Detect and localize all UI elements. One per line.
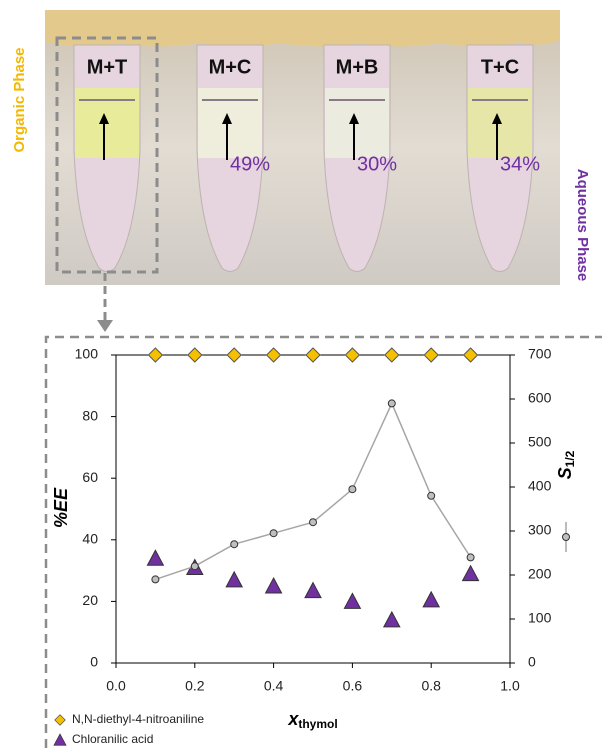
tube-label: T+C [481, 56, 519, 78]
data-point [191, 563, 198, 570]
y-tick-label: 60 [82, 469, 98, 485]
y2-tick-label: 600 [528, 390, 552, 406]
data-point [147, 550, 163, 565]
data-point [188, 348, 202, 362]
data-point [464, 348, 478, 362]
legend-marker [54, 734, 66, 745]
foam [45, 10, 560, 47]
data-point [424, 348, 438, 362]
aqueous-label: Aqueous Phase [574, 169, 591, 282]
y-tick-label: 80 [82, 407, 98, 423]
y-tick-label: 100 [75, 346, 99, 362]
y-tick-label: 20 [82, 592, 98, 608]
y2-label-main: S [555, 467, 575, 479]
data-point [305, 583, 321, 598]
data-point [463, 566, 479, 581]
y2-tick-label: 300 [528, 522, 552, 538]
x-tick-label: 0.8 [421, 678, 441, 694]
data-point [231, 541, 238, 548]
data-point [349, 486, 356, 493]
percent-label: 49% [230, 153, 270, 175]
legend-label: N,N-diethyl-4-nitroaniline [72, 712, 204, 726]
series-line [155, 403, 470, 579]
percent-label: 34% [500, 153, 540, 175]
data-point [310, 519, 317, 526]
data-point [423, 592, 439, 607]
y2-label-sub: 1/2 [563, 450, 577, 467]
plot-frame [116, 355, 510, 663]
data-point [344, 593, 360, 608]
y-tick-label: 0 [90, 654, 98, 670]
connector-head [97, 320, 113, 332]
y2-tick-label: 700 [528, 346, 552, 362]
data-point [467, 554, 474, 561]
x-label-sub: thymol [298, 717, 337, 731]
data-point [226, 572, 242, 587]
organic-label: Organic Phase [11, 47, 28, 152]
data-point [388, 400, 395, 407]
legend-marker [55, 715, 66, 726]
data-point [306, 348, 320, 362]
legend-label: Chloranilic acid [72, 732, 153, 746]
y2-tick-label: 0 [528, 654, 536, 670]
data-point [385, 348, 399, 362]
y2-tick-label: 400 [528, 478, 552, 494]
y-tick-label: 40 [82, 531, 98, 547]
data-point [384, 612, 400, 627]
x-axis-label: xthymol [287, 709, 337, 731]
figure: M+T M+C 49% M+B 30% T+C 34% Organic Phase Aque… [0, 0, 602, 748]
data-point [227, 348, 241, 362]
x-tick-label: 0.4 [264, 678, 284, 694]
x-tick-label: 1.0 [500, 678, 520, 694]
y2-tick-label: 100 [528, 610, 552, 626]
data-point [270, 530, 277, 537]
data-point [345, 348, 359, 362]
percent-label: 30% [357, 153, 397, 175]
y2-tick-label: 500 [528, 434, 552, 450]
y2-tick-label: 200 [528, 566, 552, 582]
tube-label: M+C [209, 56, 252, 78]
x-tick-label: 0.0 [106, 678, 126, 694]
data-point [267, 348, 281, 362]
y2-axis-label: S1/2 [555, 450, 577, 479]
data-point [266, 578, 282, 593]
data-point [152, 576, 159, 583]
data-point [148, 348, 162, 362]
tube-label: M+T [87, 56, 128, 78]
legend-marker [563, 534, 570, 541]
tube-label: M+B [336, 56, 379, 78]
x-tick-label: 0.2 [185, 678, 205, 694]
x-tick-label: 0.6 [343, 678, 363, 694]
y-axis-label: %EE [51, 487, 71, 528]
data-point [428, 492, 435, 499]
